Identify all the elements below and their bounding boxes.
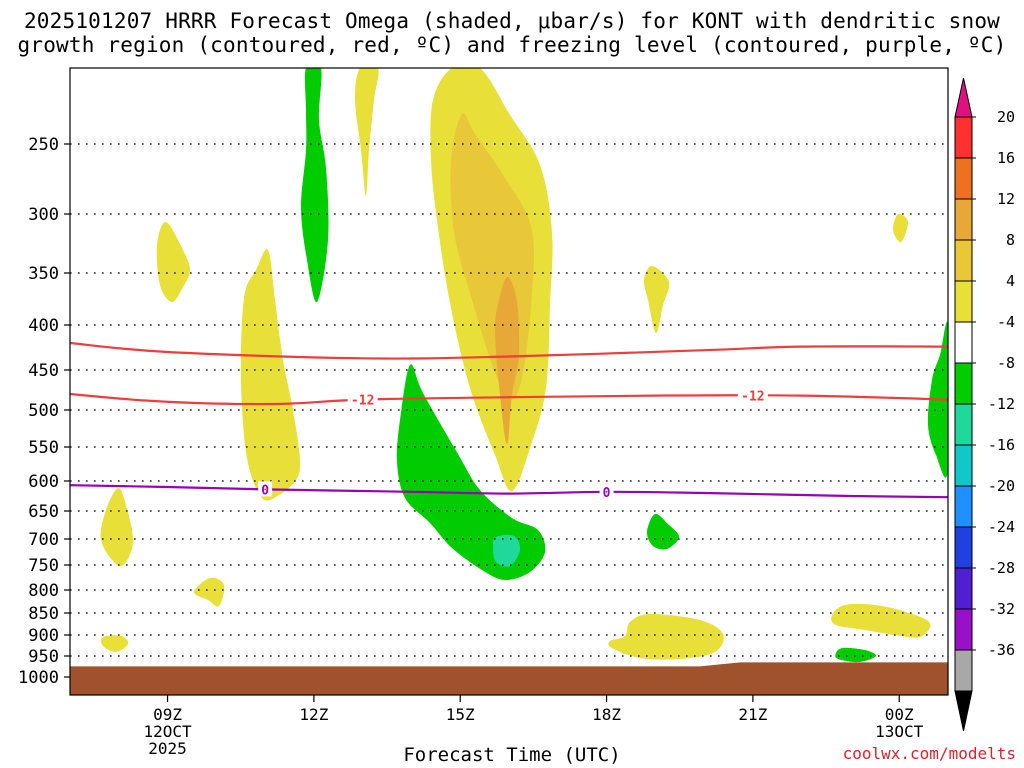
omega-region-green-12: [646, 513, 680, 550]
omega-region-yellow-14: [831, 603, 931, 638]
contour-label-1-1: -12: [741, 390, 764, 405]
temperature-contours: -12 -12 0 0: [70, 341, 948, 501]
x-tick-label-9-0: 09Z: [153, 705, 182, 724]
y-tick-label-750: 750: [28, 556, 59, 576]
credit-link[interactable]: coolwx.com/modelts: [842, 744, 1016, 763]
colorbar-swatch-12: [954, 608, 973, 651]
omega-region-yellow-17: [193, 577, 225, 607]
colorbar: 20 16 12 8 4 -4 -8 -12 -16 -20 -24 -28 -32 -36: [954, 77, 1015, 732]
omega-shading: [100, 68, 948, 663]
colorbar-label-4: 4: [1006, 272, 1015, 290]
omega-region-green-16: [835, 647, 877, 663]
y-tick-label-500: 500: [28, 401, 59, 421]
y-tick-label-450: 450: [28, 361, 59, 381]
colorbar-label-12: -32: [988, 600, 1015, 618]
colorbar-swatch-11: [954, 567, 973, 610]
colorbar-label-10: -24: [988, 518, 1015, 536]
omega-region-yellow-1: [240, 249, 301, 501]
x-tick-label-24-0: 00Z: [885, 705, 914, 724]
colorbar-swatch-2: [954, 198, 973, 241]
colorbar-bottom-arrow: [954, 690, 973, 732]
y-axis: 2503003504004505005506006507007508008509…: [18, 135, 70, 688]
colorbar-label-5: -4: [997, 313, 1015, 331]
colorbar-label-2: 12: [997, 190, 1015, 208]
omega-region-yellow-2: [156, 221, 190, 303]
y-tick-label-400: 400: [28, 316, 59, 336]
omega-region-orange-6: [495, 276, 520, 444]
omega-region-yellow-18: [100, 635, 129, 653]
colorbar-swatch-1: [954, 157, 973, 200]
contour-label-bg-2-1: [599, 483, 614, 499]
x-tick-label-18-0: 18Z: [592, 705, 621, 724]
colorbar-label-13: -36: [988, 641, 1015, 659]
ground-fill: [70, 662, 948, 695]
colorbar-swatch-0: [954, 116, 973, 159]
chart-title-line-2: growth region (contoured, red, ºC) and f…: [17, 33, 1007, 57]
x-tick-label-9-2: 2025: [148, 739, 187, 758]
colorbar-label-7: -12: [988, 395, 1015, 413]
contour-line-2: [70, 484, 948, 499]
colorbar-top-arrow: [954, 77, 973, 118]
omega-region-teal-9: [492, 534, 521, 567]
omega-region-green-8: [396, 364, 546, 581]
omega-region-yellow-11: [608, 613, 724, 660]
x-tick-label-12-0: 12Z: [299, 705, 328, 724]
omega-region-yellow-0: [100, 487, 133, 567]
contour-label-bg-2-0: [258, 481, 273, 497]
colorbar-label-1: 16: [997, 149, 1015, 167]
x-axis-label: Forecast Time (UTC): [403, 744, 621, 766]
colorbar-label-6: -8: [997, 354, 1015, 372]
colorbar-label-9: -20: [988, 477, 1015, 495]
y-tick-label-300: 300: [28, 205, 59, 225]
colorbar-swatch-3: [954, 239, 973, 282]
contour-label-2-1: 0: [603, 486, 611, 501]
omega-region-yellow-3: [354, 68, 379, 196]
contour-line-0: [70, 341, 948, 360]
y-tick-label-250: 250: [28, 135, 59, 155]
x-tick-label-15-0: 15Z: [446, 705, 475, 724]
contour-line-1: [70, 392, 948, 406]
y-tick-label-850: 850: [28, 604, 59, 624]
colorbar-label-0: 20: [997, 108, 1015, 126]
colorbar-swatch-5: [954, 321, 973, 364]
y-tick-label-600: 600: [28, 472, 59, 492]
colorbar-label-11: -28: [988, 559, 1015, 577]
ground: [70, 662, 948, 695]
colorbar-label-8: -16: [988, 436, 1015, 454]
y-tick-label-900: 900: [28, 626, 59, 646]
chart-title-line-1: 2025101207 HRRR Forecast Omega (shaded, …: [23, 9, 1001, 33]
contour-label-bg-1-1: [737, 387, 768, 403]
colorbar-swatch-10: [954, 526, 973, 569]
y-tick-label-550: 550: [28, 438, 59, 458]
x-tick-label-24-1: 13OCT: [875, 722, 924, 741]
y-tick-label-950: 950: [28, 647, 59, 667]
y-tick-label-1000: 1000: [18, 668, 59, 688]
x-tick-label-21-0: 21Z: [738, 705, 767, 724]
y-tick-label-800: 800: [28, 581, 59, 601]
contour-label-2-0: 0: [261, 483, 269, 498]
omega-region-yellow-13: [892, 213, 909, 243]
colorbar-swatch-8: [954, 444, 973, 487]
colorbar-swatch-6: [954, 362, 973, 405]
colorbar-swatch-4: [954, 280, 973, 323]
y-tick-label-650: 650: [28, 502, 59, 522]
colorbar-swatch-13: [954, 649, 973, 692]
plot-frame: [69, 67, 949, 696]
omega-region-yellow-10: [643, 265, 670, 334]
x-tick-label-9-1: 12OCT: [143, 722, 192, 741]
colorbar-label-3: 8: [1006, 231, 1015, 249]
omega-region-green-7: [300, 68, 329, 303]
colorbar-swatch-7: [954, 403, 973, 446]
y-tick-label-350: 350: [28, 264, 59, 284]
contour-label-1-0: -12: [351, 394, 374, 409]
contour-label-bg-1-0: [347, 391, 378, 407]
y-tick-label-700: 700: [28, 530, 59, 550]
colorbar-swatch-9: [954, 485, 973, 528]
